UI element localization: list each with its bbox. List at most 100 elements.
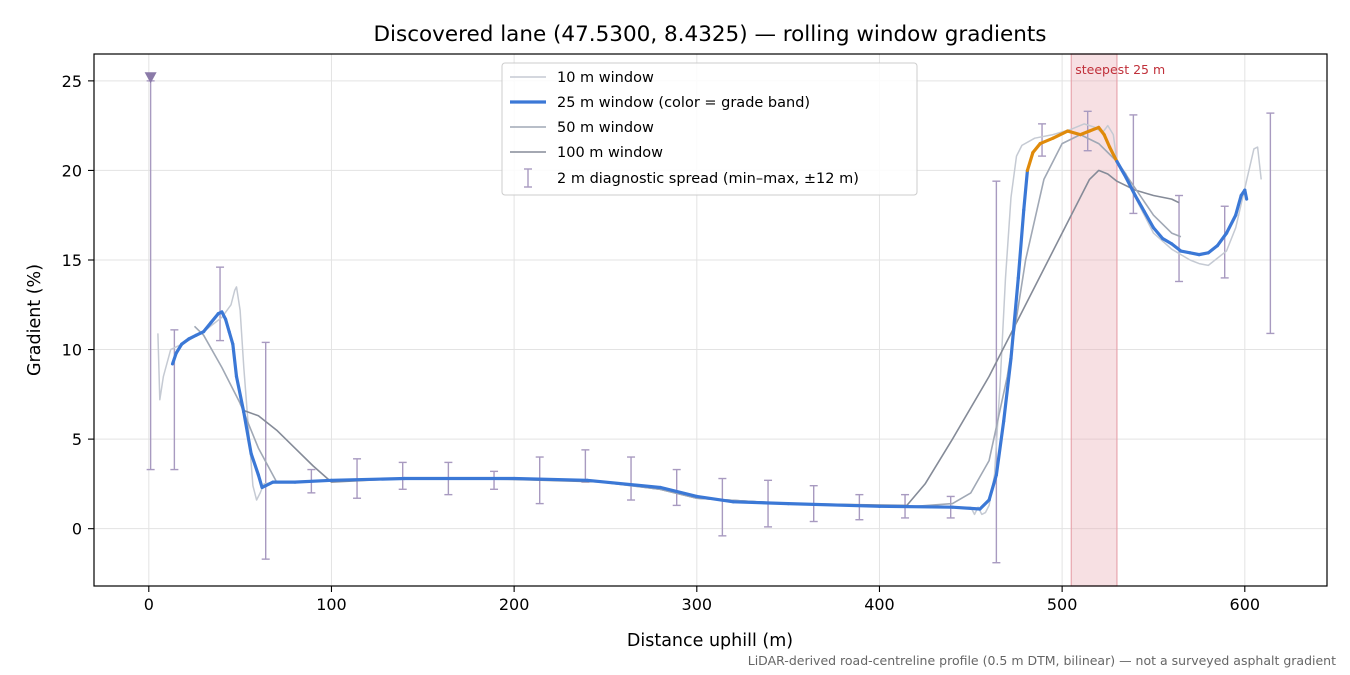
series-25m-segment <box>695 494 735 504</box>
series-25m-segment <box>1160 236 1174 246</box>
errorbar-layer <box>146 80 1275 564</box>
series-25m-segment <box>1031 141 1042 155</box>
y-tick-label: 15 <box>62 251 82 270</box>
series-25m-segment <box>1206 244 1220 255</box>
errorbar <box>170 329 179 471</box>
down-triangle-marker <box>144 72 157 84</box>
series-25m-segment <box>223 317 231 334</box>
x-tick-label: 400 <box>864 595 895 614</box>
legend-label-100m: 100 m window <box>557 145 663 161</box>
x-axis-label: Distance uphill (m) <box>627 631 793 651</box>
series-25m-segment <box>978 498 991 511</box>
series-25m-segment <box>585 478 662 490</box>
legend-swatch-errorbar <box>524 168 532 188</box>
x-tick-label: 100 <box>316 595 347 614</box>
series-25m-segment <box>786 502 882 508</box>
errorbar <box>490 470 499 490</box>
series-25m-segment <box>1078 129 1092 137</box>
series-25m-segment <box>329 476 407 482</box>
errorbar <box>398 461 407 490</box>
series-25m-segment <box>1066 129 1083 137</box>
y-tick-label: 20 <box>62 161 82 180</box>
series-25m-segment <box>1115 159 1128 180</box>
marker-layer <box>144 72 157 84</box>
series-25m-segment <box>1051 129 1070 140</box>
series-25m-segment <box>512 476 589 482</box>
series-25m-segment <box>202 321 213 334</box>
series-25m-segment <box>209 312 220 325</box>
series-25m-segment <box>950 505 982 511</box>
series-25m-segment <box>1124 175 1137 198</box>
steepest-band-label: steepest 25 m <box>1075 62 1165 77</box>
series-25m-segment <box>994 419 1006 477</box>
legend-label-10m: 10 m window <box>557 70 654 86</box>
series-25m-segment <box>231 342 239 379</box>
chart-title: Discovered lane (47.5300, 8.4325) — roll… <box>373 22 1046 47</box>
series-25m-segment <box>249 451 260 477</box>
errorbar <box>146 80 155 471</box>
y-tick-label: 10 <box>62 341 82 360</box>
series-25m-segment <box>1243 188 1249 201</box>
y-tick-label: 0 <box>72 520 82 539</box>
series-25m-segment <box>227 330 235 346</box>
series-25m-segment <box>293 478 334 484</box>
errorbar <box>992 180 1001 564</box>
series-25m-segment <box>1224 213 1238 235</box>
series-25m-segment <box>1170 242 1183 253</box>
legend: 10 m window 25 m window (color = grade b… <box>501 62 918 196</box>
series-25m-segment <box>1025 150 1035 173</box>
series-25m-segment <box>1022 168 1030 212</box>
series-25m-segment <box>174 342 184 355</box>
series-25m-segment <box>1002 356 1013 423</box>
series-25m-segment <box>1087 125 1101 133</box>
tick-layer: 0 100 200 300 400 500 600 0 5 10 15 20 25 <box>62 72 1260 614</box>
series-25m-segment <box>170 351 178 366</box>
series-100m-line <box>239 169 1180 507</box>
x-tick-label: 200 <box>499 595 530 614</box>
errorbar <box>581 449 590 483</box>
x-tick-label: 300 <box>682 595 713 614</box>
series-25m-segment <box>877 504 955 509</box>
errorbar <box>1175 194 1184 283</box>
legend-label-errorbar: 2 m diagnostic spread (min–max, ±12 m) <box>557 171 859 187</box>
series-25m-segment <box>1038 136 1055 146</box>
series-25m-segment <box>1234 193 1243 217</box>
series-25m-segment <box>242 410 253 456</box>
series-25m-segment <box>1102 133 1112 149</box>
series-25m-segment <box>658 485 699 499</box>
y-tick-label: 25 <box>62 72 82 91</box>
errorbar <box>261 341 270 560</box>
x-tick-label: 0 <box>144 595 154 614</box>
series-25m-segment <box>1108 145 1119 164</box>
series-layer <box>157 123 1262 516</box>
x-tick-label: 500 <box>1047 595 1078 614</box>
series-25m-segment <box>731 500 790 506</box>
y-axis-label: Gradient (%) <box>25 264 45 376</box>
errorbar <box>1266 112 1275 335</box>
series-25m-segment <box>1215 231 1229 248</box>
series-25m-segment <box>256 473 264 490</box>
series-25m-segment <box>1151 226 1165 241</box>
errorbar <box>1038 123 1047 157</box>
series-25m-segment <box>987 473 998 502</box>
footnote: LiDAR-derived road-centreline profile (0… <box>748 653 1336 668</box>
series-25m-segment <box>1133 193 1146 214</box>
x-tick-label: 600 <box>1230 595 1261 614</box>
series-25m-segment <box>1009 276 1020 361</box>
errorbar <box>627 456 636 501</box>
legend-label-50m: 50 m window <box>557 120 654 136</box>
plot-frame <box>93 53 1328 587</box>
y-tick-label: 5 <box>72 430 82 449</box>
series-25m-segment <box>1016 208 1026 280</box>
legend-box <box>501 62 918 196</box>
series-10m-line <box>157 123 1262 516</box>
errorbar <box>1220 205 1229 279</box>
errorbar <box>718 477 727 537</box>
legend-label-25m: 25 m window (color = grade band) <box>557 95 810 111</box>
errorbar <box>672 468 681 507</box>
errorbar <box>216 266 225 342</box>
series-25m-segment <box>234 374 246 414</box>
series-25m-segment <box>1142 210 1156 230</box>
errorbar <box>1129 114 1138 215</box>
